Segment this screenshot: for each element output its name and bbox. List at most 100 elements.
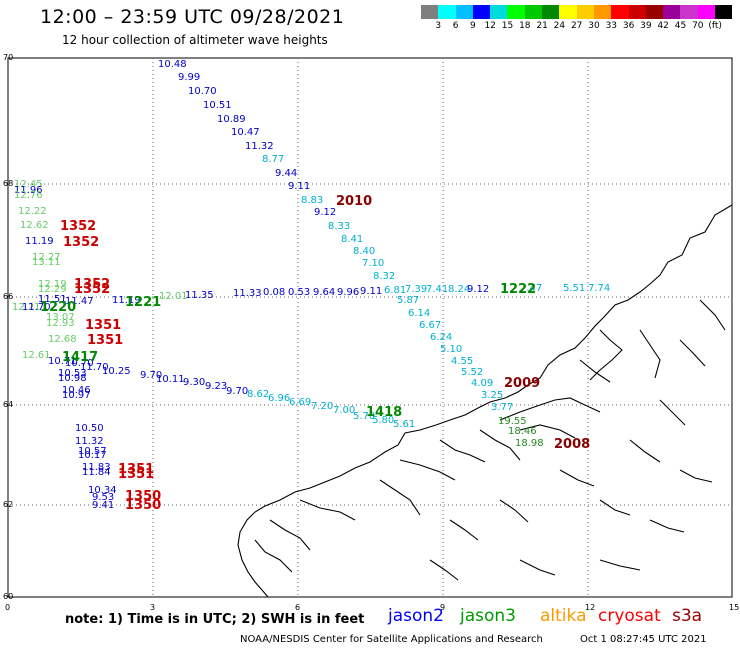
satellite-cryosat: cryosat [598,606,661,626]
wave-height-value: 8.40 [353,246,375,257]
wave-height-value: 11.70 [22,302,51,313]
coast-segment [639,329,661,379]
axis-ticks: 70 68 66 64 62 60 0 3 6 9 12 15 [3,53,739,612]
coast-segment [599,559,641,571]
wave-height-value: 5.52 [461,367,483,378]
wave-height-value: 11.96 [14,185,43,196]
wave-height-value: 5.87 [397,295,419,306]
footer-note: note: 1) Time is in UTC; 2) SWH is in fe… [65,612,365,627]
wave-height-value: 9.12 [314,207,336,218]
timestamp-text: Oct 1 08:27:45 UTC 2021 [580,634,707,645]
wave-height-value: 6.69 [289,397,311,408]
wave-height-value: 8.32 [373,271,395,282]
wave-height-value: 10.71 [48,356,77,367]
wave-height-value: 12.29 [38,284,67,295]
wave-height-value: 10.47 [231,127,260,138]
wave-height-value: 11.51 [38,294,67,305]
coast-segment [269,519,311,551]
wave-height-value: 9.64 [313,287,335,298]
pass-time-label: 1351 [87,333,123,348]
wave-height-value: 11.83 [82,462,111,473]
scale-label: 3 [435,21,442,31]
wave-height-value: 4.55 [451,356,473,367]
wave-height-value: 4.09 [471,378,493,389]
scale-label: 39 [640,21,652,31]
wave-height-value: 9.23 [205,381,227,392]
y-tick-label: 60 [3,592,13,601]
satellite-jason3: jason3 [460,606,516,626]
satellite-jason2: jason2 [388,606,444,626]
wave-height-value: 11.33 [233,288,262,299]
coast-segment [379,479,421,516]
wave-height-value: 3.77 [491,402,513,413]
color-scale-labels: 3 6 9 12 15 18 21 24 27 30 33 36 39 42 45 70 (ft) [421,21,740,33]
wave-height-value: 13.11 [32,257,61,268]
wave-height-value: 12.45 [14,179,43,190]
wave-height-value: 12.62 [20,220,49,231]
wave-height-value: 6.81 [384,285,406,296]
wave-height-value: 6.67 [419,320,441,331]
coast-segment [399,459,456,481]
wave-height-value: 0.53 [288,287,310,298]
coast-segment [254,539,293,573]
wave-height-value: 5.80 [372,415,394,426]
scale-swatch [507,5,525,19]
pass-time-label: 1350 [125,489,161,504]
pass-time-label: 1351 [85,318,121,333]
scale-swatch [593,5,612,19]
wave-height-value: 9.11 [288,181,310,192]
coast-segment [659,399,686,426]
scale-label: 9 [470,21,476,31]
coast-segment [679,469,713,483]
wave-height-value: 9.41 [92,500,114,511]
wave-height-value: 13.07 [46,312,75,323]
scale-label: 6 [452,21,459,31]
wave-height-value: 10.46 [62,385,91,396]
scale-swatch [697,5,716,19]
scale-swatch [645,5,664,19]
wave-height-value: 10.53 [58,368,87,379]
scale-label: 27 [570,21,583,31]
x-tick-label: 0 [5,603,10,612]
coast-segment [519,424,576,439]
wave-height-points: 10.48 9.99 10.70 10.51 10.89 10.47 11.32 8.77 9.… [12,59,610,511]
wave-height-value: 11.19 [25,236,54,247]
y-tick-label: 64 [3,400,13,409]
wave-height-value: 18.46 [508,426,537,437]
coast-segment [299,499,356,521]
x-tick-label: 9 [440,603,445,612]
wave-height-value: 7.39 [405,284,427,295]
wave-height-value: 7.74 [588,283,610,294]
coast-segment [429,559,459,581]
scale-label: 15 [501,21,514,31]
scale-label: 45 [674,21,687,31]
pass-time-label: 1222 [500,282,536,297]
wave-height-value: 7.41 [426,284,448,295]
wave-height-value: 6.14 [408,308,430,319]
scale-swatch [663,5,681,19]
wave-height-value: 12.61 [22,350,51,361]
wave-height-value: 8.62 [247,389,269,400]
wave-height-value: 9.44 [275,168,297,179]
wave-height-value: 12.27 [32,252,61,263]
wave-height-value: 10.51 [203,100,232,111]
coast-segment [649,519,685,533]
wave-height-value: 10.70 [65,358,94,369]
scale-label: 42 [657,21,669,31]
wave-height-value: 10.17 [78,450,107,461]
coast-segment [237,204,733,598]
wave-height-value: 11.32 [245,141,274,152]
scale-label: 70 [692,21,704,31]
x-tick-label: 12 [585,603,595,612]
satellite-altika: altika [540,606,587,626]
coastline [237,204,733,598]
coast-segment [449,519,479,541]
coast-segment [439,439,486,463]
scale-swatch [542,5,560,19]
scale-swatch [715,5,733,19]
pass-time-label: 2009 [504,376,540,391]
wave-height-value: 11.47 [65,296,94,307]
wave-height-value: 11.35 [185,290,214,301]
wave-height-value: 3.25 [481,390,503,401]
scale-label: 21 [536,21,548,31]
